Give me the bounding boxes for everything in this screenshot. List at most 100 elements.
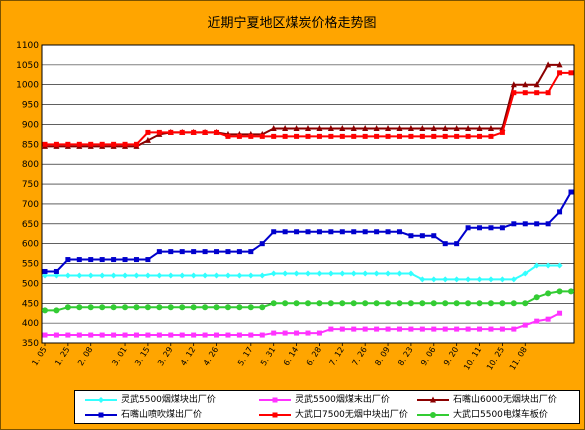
data-point	[533, 294, 540, 301]
data-point	[110, 272, 117, 279]
data-point	[133, 272, 140, 279]
data-point	[190, 304, 197, 311]
data-point	[431, 133, 437, 139]
data-point	[305, 330, 311, 336]
data-point	[328, 133, 334, 139]
data-point	[270, 300, 277, 307]
series-2	[42, 310, 563, 338]
data-point	[487, 124, 494, 131]
data-point	[374, 229, 380, 235]
data-point	[522, 300, 529, 307]
legend-swatch	[417, 412, 449, 418]
data-point	[499, 276, 506, 283]
data-point	[362, 124, 369, 131]
data-point	[477, 326, 483, 332]
x-tick-label: 5. 31	[259, 345, 277, 367]
data-point	[454, 241, 460, 247]
data-point	[76, 272, 83, 279]
y-tick-label: 950	[22, 101, 39, 111]
data-point	[259, 304, 266, 311]
data-point	[419, 326, 425, 332]
data-point	[53, 268, 59, 274]
data-point	[533, 81, 540, 88]
data-point	[339, 229, 345, 235]
data-point	[522, 270, 529, 277]
x-tick-label: 3. 29	[156, 345, 174, 367]
data-point	[568, 189, 574, 195]
data-point	[442, 326, 448, 332]
x-tick-label: 7. 26	[350, 345, 368, 367]
legend: 灵武5500烟煤块出厂价 灵武5500烟煤末出厂价 石嘴山6000无烟块出厂价 石嘴山…	[74, 390, 580, 424]
data-point	[214, 129, 220, 135]
data-point	[453, 300, 460, 307]
data-point	[374, 133, 380, 139]
y-tick-label: 550	[22, 260, 39, 270]
data-point	[305, 124, 311, 131]
data-point	[522, 322, 528, 328]
data-point	[259, 332, 265, 338]
legend-swatch-marker	[430, 396, 436, 403]
series-4	[42, 189, 574, 274]
data-point	[293, 270, 300, 277]
data-point	[339, 133, 345, 139]
data-point	[294, 330, 300, 336]
data-point	[247, 304, 254, 311]
data-point	[294, 133, 300, 139]
x-tick-label: 8. 09	[373, 345, 391, 367]
data-point	[362, 270, 369, 277]
data-point	[122, 257, 128, 263]
data-point	[351, 229, 357, 235]
x-tick-label: 5. 17	[236, 345, 254, 367]
data-point	[465, 124, 472, 131]
data-point	[545, 90, 551, 96]
data-point	[294, 229, 300, 235]
data-point	[522, 81, 529, 88]
series-line	[45, 312, 561, 337]
legend-swatch	[417, 396, 449, 403]
data-point	[156, 304, 163, 311]
data-point	[248, 332, 254, 338]
data-point	[545, 316, 551, 322]
x-tick-label: 11. 08	[508, 345, 529, 371]
series-line	[45, 63, 560, 148]
data-point	[545, 290, 552, 297]
data-point	[419, 233, 425, 239]
y-tick-label: 500	[22, 279, 39, 289]
data-point	[510, 81, 517, 88]
data-point	[213, 272, 220, 279]
data-point	[225, 133, 231, 139]
data-point	[442, 300, 449, 307]
legend-label: 石嘴山喷吹煤出厂价	[121, 410, 203, 420]
data-point	[351, 133, 357, 139]
data-point	[305, 229, 311, 235]
data-point	[202, 332, 208, 338]
data-point	[236, 304, 243, 311]
data-point	[156, 249, 162, 255]
y-tick-label: 1050	[16, 61, 39, 71]
data-point	[236, 272, 243, 279]
data-point	[430, 124, 437, 131]
data-point	[282, 229, 288, 235]
data-point	[316, 133, 322, 139]
data-point	[362, 133, 368, 139]
x-tick-label: 10. 11	[462, 345, 483, 371]
legend-swatch-marker	[98, 397, 104, 403]
x-tick-label: 6. 14	[282, 345, 300, 367]
data-point	[408, 326, 414, 332]
data-point	[328, 229, 334, 235]
data-point	[282, 330, 288, 336]
legend-swatch-marker	[272, 412, 278, 418]
data-point	[225, 332, 231, 338]
data-point	[385, 229, 391, 235]
data-point	[99, 272, 106, 279]
data-point	[328, 326, 334, 332]
data-point	[396, 270, 403, 277]
data-point	[305, 270, 311, 277]
data-point	[385, 326, 391, 332]
y-tick-label: 600	[22, 240, 39, 250]
data-point	[407, 300, 414, 307]
data-point	[374, 326, 380, 332]
data-point	[145, 332, 151, 338]
data-point	[225, 249, 231, 255]
data-point	[167, 304, 174, 311]
